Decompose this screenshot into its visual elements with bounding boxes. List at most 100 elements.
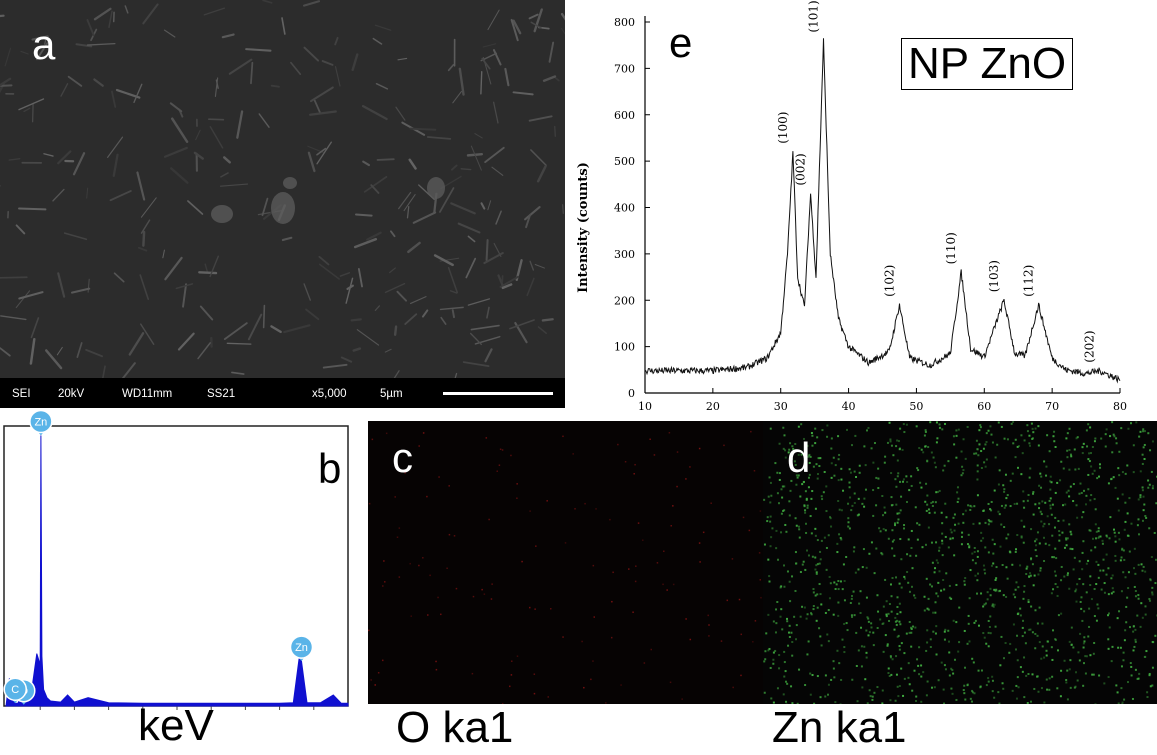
xrd-peak-label: (112) bbox=[1022, 265, 1036, 297]
oxygen-signal-dot bbox=[418, 565, 420, 567]
zinc-signal-dot bbox=[891, 529, 893, 531]
zinc-signal-dot bbox=[1111, 592, 1113, 594]
oxygen-signal-dot bbox=[727, 600, 729, 602]
zinc-signal-dot bbox=[982, 537, 984, 539]
oxygen-signal-dot bbox=[628, 568, 630, 570]
zinc-signal-dot bbox=[1144, 430, 1146, 432]
zinc-signal-dot bbox=[1085, 495, 1087, 497]
zinc-signal-dot bbox=[948, 651, 950, 653]
zinc-signal-dot bbox=[1147, 432, 1149, 434]
zinc-signal-dot bbox=[985, 522, 987, 524]
zinc-signal-dot bbox=[1051, 535, 1053, 537]
zinc-signal-dot bbox=[779, 472, 781, 474]
oxygen-signal-dot bbox=[750, 431, 752, 433]
zinc-signal-dot bbox=[838, 588, 840, 590]
oxygen-signal-dot bbox=[635, 581, 637, 583]
zinc-signal-dot bbox=[825, 510, 827, 512]
zinc-signal-dot bbox=[992, 441, 994, 443]
zinc-signal-dot bbox=[1095, 583, 1097, 585]
zinc-signal-dot bbox=[1032, 491, 1034, 493]
zinc-signal-dot bbox=[903, 423, 905, 425]
zinc-signal-dot bbox=[908, 662, 910, 664]
zinc-signal-dot bbox=[1126, 464, 1128, 466]
zinc-signal-dot bbox=[1071, 644, 1073, 646]
zinc-signal-dot bbox=[800, 423, 802, 425]
zinc-signal-dot bbox=[1120, 687, 1122, 689]
zinc-signal-dot bbox=[1089, 654, 1091, 656]
zinc-signal-dot bbox=[777, 687, 779, 689]
zinc-signal-dot bbox=[964, 630, 966, 632]
zinc-signal-dot bbox=[806, 498, 808, 500]
zinc-signal-dot bbox=[1092, 446, 1094, 448]
zinc-signal-dot bbox=[798, 526, 800, 528]
zinc-signal-dot bbox=[906, 501, 908, 503]
zinc-signal-dot bbox=[1079, 633, 1081, 635]
zinc-signal-dot bbox=[1090, 549, 1092, 551]
zinc-signal-dot bbox=[875, 548, 877, 550]
xrd-x-tick-label: 60 bbox=[977, 400, 991, 413]
zinc-signal-dot bbox=[928, 527, 930, 529]
zinc-signal-dot bbox=[985, 466, 987, 468]
zinc-signal-dot bbox=[1117, 617, 1119, 619]
sem-grain bbox=[481, 72, 482, 94]
zinc-signal-dot bbox=[976, 478, 978, 480]
zinc-signal-dot bbox=[1033, 514, 1035, 516]
zinc-signal-dot bbox=[892, 577, 894, 579]
sem-grain bbox=[543, 319, 553, 320]
eds-x-axis-label: keV bbox=[138, 704, 214, 748]
zinc-signal-dot bbox=[855, 632, 857, 634]
zinc-signal-dot bbox=[1093, 642, 1095, 644]
zinc-signal-dot bbox=[827, 694, 829, 696]
zinc-signal-dot bbox=[944, 664, 946, 666]
zinc-signal-dot bbox=[999, 469, 1001, 471]
zinc-signal-dot bbox=[824, 537, 826, 539]
zinc-signal-dot bbox=[1086, 445, 1088, 447]
zinc-signal-dot bbox=[847, 521, 849, 523]
zinc-signal-dot bbox=[991, 676, 993, 678]
zinc-signal-dot bbox=[1003, 526, 1005, 528]
zinc-signal-dot bbox=[1145, 650, 1147, 652]
zinc-signal-dot bbox=[830, 582, 832, 584]
zinc-signal-dot bbox=[898, 512, 900, 514]
zinc-signal-dot bbox=[1035, 549, 1037, 551]
zinc-signal-dot bbox=[1015, 589, 1017, 591]
zinc-signal-dot bbox=[1123, 559, 1125, 561]
zinc-signal-dot bbox=[901, 642, 903, 644]
zinc-signal-dot bbox=[1051, 659, 1053, 661]
zinc-signal-dot bbox=[1107, 614, 1109, 616]
zinc-signal-dot bbox=[1074, 448, 1076, 450]
xrd-x-tick-label: 20 bbox=[706, 400, 720, 413]
zinc-signal-dot bbox=[950, 668, 952, 670]
zinc-signal-dot bbox=[974, 575, 976, 577]
zinc-signal-dot bbox=[1083, 642, 1085, 644]
zinc-signal-dot bbox=[783, 434, 785, 436]
zinc-signal-dot bbox=[937, 595, 939, 597]
zinc-signal-dot bbox=[779, 443, 781, 445]
zinc-signal-dot bbox=[998, 703, 1000, 704]
zinc-signal-dot bbox=[1067, 432, 1069, 434]
oxygen-signal-dot bbox=[491, 583, 493, 585]
zinc-signal-dot bbox=[883, 606, 885, 608]
zinc-signal-dot bbox=[1047, 515, 1049, 517]
zinc-signal-dot bbox=[963, 689, 965, 691]
zinc-signal-dot bbox=[1003, 491, 1005, 493]
zinc-signal-dot bbox=[840, 580, 842, 582]
zinc-signal-dot bbox=[999, 664, 1001, 666]
zinc-signal-dot bbox=[906, 633, 908, 635]
zinc-signal-dot bbox=[908, 538, 910, 540]
zinc-signal-dot bbox=[850, 472, 852, 474]
oxygen-signal-dot bbox=[592, 660, 594, 662]
zinc-signal-dot bbox=[1152, 667, 1154, 669]
zinc-signal-dot bbox=[1015, 648, 1017, 650]
zinc-signal-dot bbox=[870, 622, 872, 624]
zinc-signal-dot bbox=[884, 456, 886, 458]
zinc-signal-dot bbox=[783, 676, 785, 678]
zinc-signal-dot bbox=[800, 571, 802, 573]
zinc-signal-dot bbox=[861, 645, 863, 647]
zinc-signal-dot bbox=[938, 547, 940, 549]
zinc-signal-dot bbox=[788, 632, 790, 634]
zinc-signal-dot bbox=[1121, 548, 1123, 550]
zinc-signal-dot bbox=[1109, 537, 1111, 539]
zinc-signal-dot bbox=[780, 608, 782, 610]
zinc-signal-dot bbox=[1122, 571, 1124, 573]
